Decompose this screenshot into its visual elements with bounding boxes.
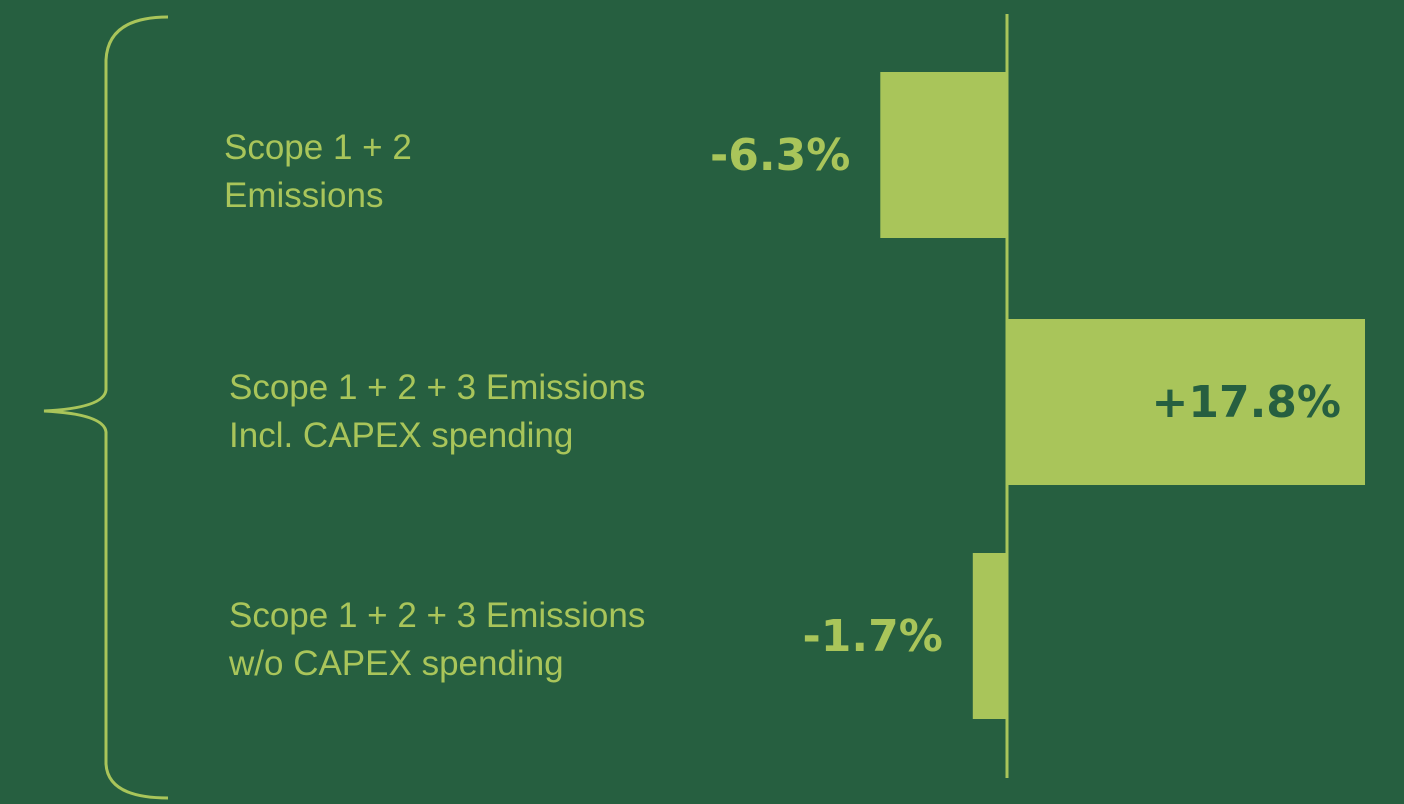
value-label-3: -1.7%	[803, 611, 943, 662]
category-label-1-line-1: Scope 1 + 2	[224, 128, 412, 167]
group-brace	[43, 15, 169, 800]
category-label-3-line-1: Scope 1 + 2 + 3 Emissions	[229, 596, 645, 635]
labels-group: -6.3% Scope 1 + 2 Emissions +17.8% Scope 1 +…	[224, 128, 1341, 683]
bar-3	[972, 553, 1007, 719]
bar-2	[1007, 319, 1365, 485]
category-label-1-line-2: Emissions	[224, 176, 383, 215]
category-label-2-line-2: Incl. CAPEX spending	[229, 416, 573, 455]
bar-1	[880, 72, 1007, 238]
value-label-2: +17.8%	[1151, 377, 1341, 428]
value-label-1: -6.3%	[710, 130, 850, 181]
category-label-3-line-2: w/o CAPEX spending	[228, 644, 564, 683]
bars-group	[880, 72, 1365, 719]
category-label-2-line-1: Scope 1 + 2 + 3 Emissions	[229, 368, 645, 407]
